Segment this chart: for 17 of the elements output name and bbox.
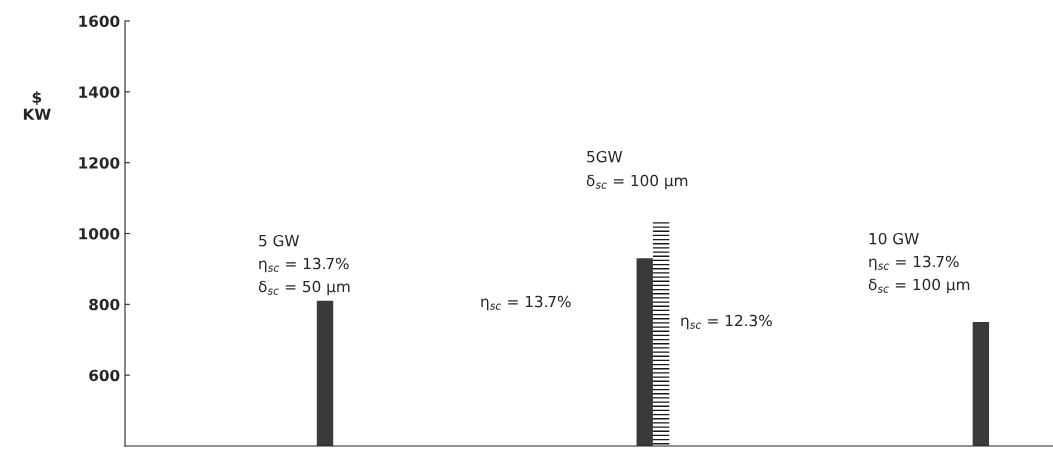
y-tick-label: 1000 xyxy=(79,227,120,240)
annotation: δ$_{sc}$ = 100 μm xyxy=(586,174,688,190)
y-tick-label: 600 xyxy=(89,369,120,382)
y-tick-label: 1200 xyxy=(79,157,120,169)
annotation: η$_{sc}$ = 13.7% xyxy=(259,257,349,273)
annotation: η$_{sc}$ = 13.7% xyxy=(481,295,571,311)
annotation: δ$_{sc}$ = 100 μm xyxy=(868,278,970,294)
y-tick-label: 1400 xyxy=(79,86,120,98)
y-tick-label: 1600 xyxy=(79,15,120,28)
y-tick-label: 800 xyxy=(89,298,120,311)
annotation: η$_{sc}$ = 12.3% xyxy=(681,314,772,330)
annotation: 5 GW xyxy=(259,234,300,247)
y-axis-title: $ KW xyxy=(23,91,51,120)
annotation: 5GW xyxy=(587,150,623,163)
annotation: δ$_{sc}$ = 50 μm xyxy=(258,280,350,296)
annotation: 10 GW xyxy=(869,232,919,245)
annotation: η$_{sc}$ = 13.7% xyxy=(869,255,959,271)
